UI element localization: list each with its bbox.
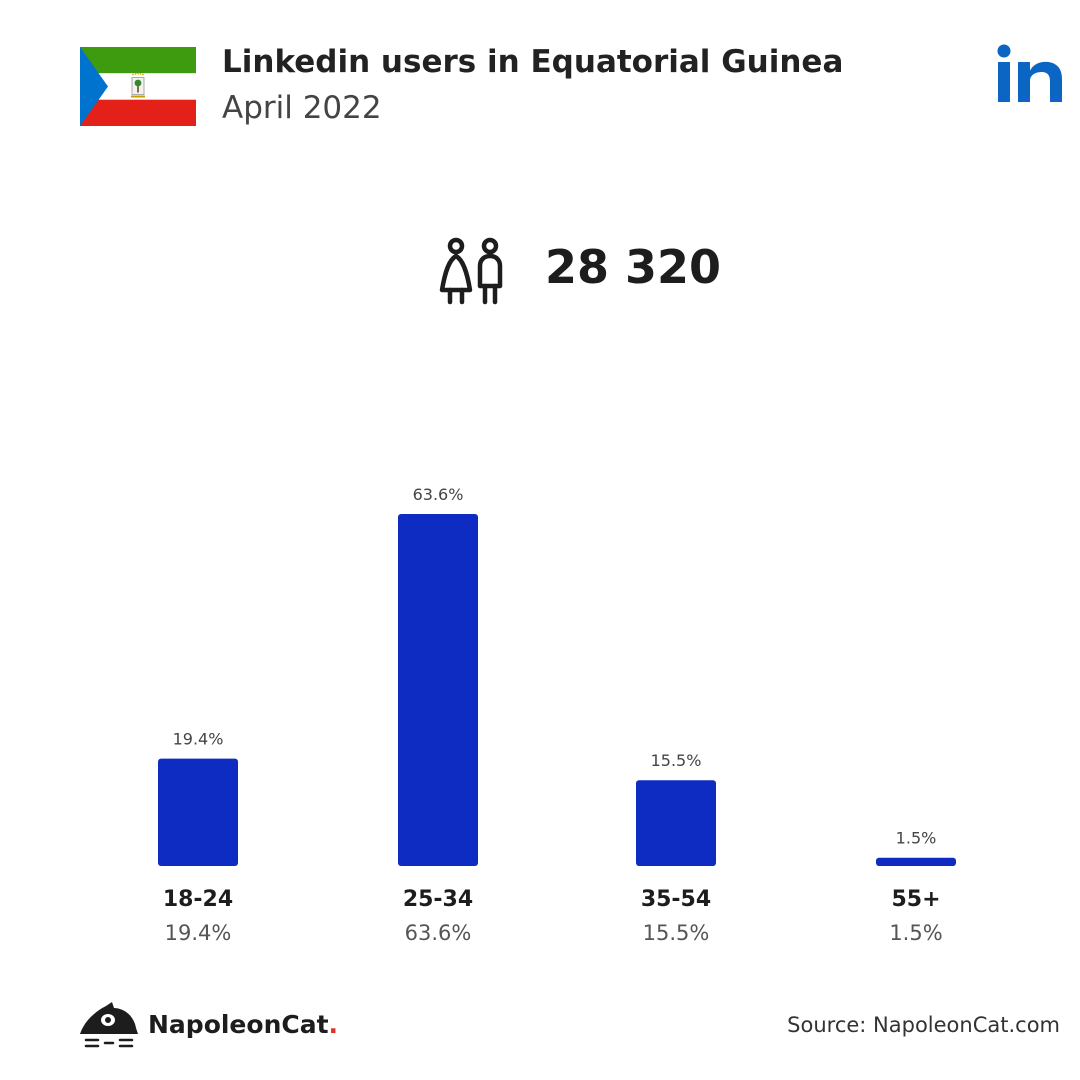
brand-name-text: NapoleonCat <box>148 1010 329 1039</box>
users-icon <box>439 237 503 305</box>
source-label: Source: NapoleonCat.com <box>787 1013 1060 1037</box>
bar-value-label: 19.4% <box>173 730 224 749</box>
bar-18-24 <box>158 758 238 866</box>
bar-35-54 <box>636 780 716 866</box>
page-title: Linkedin users in Equatorial Guinea <box>222 44 844 80</box>
napoleoncat-logo-icon <box>80 1002 138 1048</box>
category-percent-label: 63.6% <box>405 921 472 945</box>
category-label: 18-24 <box>163 887 233 912</box>
bar-value-label: 63.6% <box>413 485 464 504</box>
bar-value-label: 15.5% <box>651 751 702 770</box>
equatorial-guinea-flag-icon <box>80 47 196 126</box>
category-percent-label: 19.4% <box>165 921 232 945</box>
category-label: 25-34 <box>403 887 473 912</box>
brand-dot: . <box>328 1010 339 1039</box>
category-percent-label: 15.5% <box>643 921 710 945</box>
bar-value-label: 1.5% <box>896 829 937 848</box>
brand-name: NapoleonCat. <box>148 1010 338 1039</box>
category-label: 55+ <box>891 887 940 912</box>
bar-25-34 <box>398 514 478 866</box>
category-percent-label: 1.5% <box>889 921 942 945</box>
age-distribution-chart: 19.4% 18-24 19.4% 63.6% 25-34 63.6% 15.5% 35-54… <box>158 485 956 945</box>
page-subtitle: April 2022 <box>222 90 382 126</box>
category-label: 35-54 <box>641 887 711 912</box>
bar-55+ <box>876 857 956 866</box>
linkedin-logo-icon <box>997 44 1062 102</box>
total-users-value: 28 320 <box>545 240 722 294</box>
